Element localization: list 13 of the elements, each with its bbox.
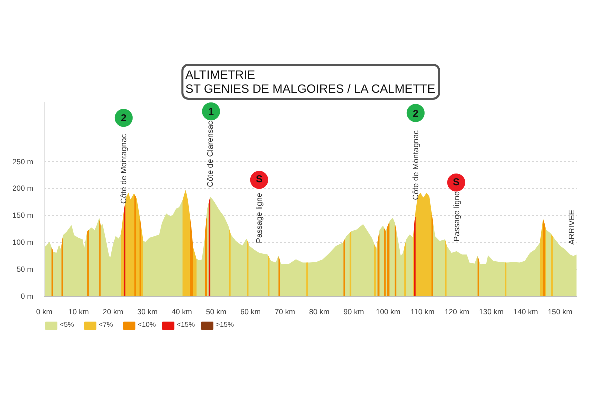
annotation: Passage ligne — [452, 190, 462, 242]
annotation: 2 — [413, 108, 420, 120]
annotation: 1 — [208, 107, 214, 118]
chart-title: ALTIMETRIE — [186, 68, 256, 82]
annotation: 2 — [121, 114, 128, 125]
annotation: Côte de Montagnac — [412, 130, 421, 200]
annotation: Passage ligne — [254, 192, 264, 244]
annotation: Côte de Montagnac — [119, 134, 128, 204]
annotation: S — [256, 174, 264, 186]
annotation: Côte de Clarensac — [206, 121, 216, 188]
annotation: S — [453, 177, 460, 188]
annotation: ARRIVEE — [567, 210, 576, 246]
chart-subtitle: ST GENIES DE MALGOIRES / LA CALMETTE — [186, 82, 436, 96]
